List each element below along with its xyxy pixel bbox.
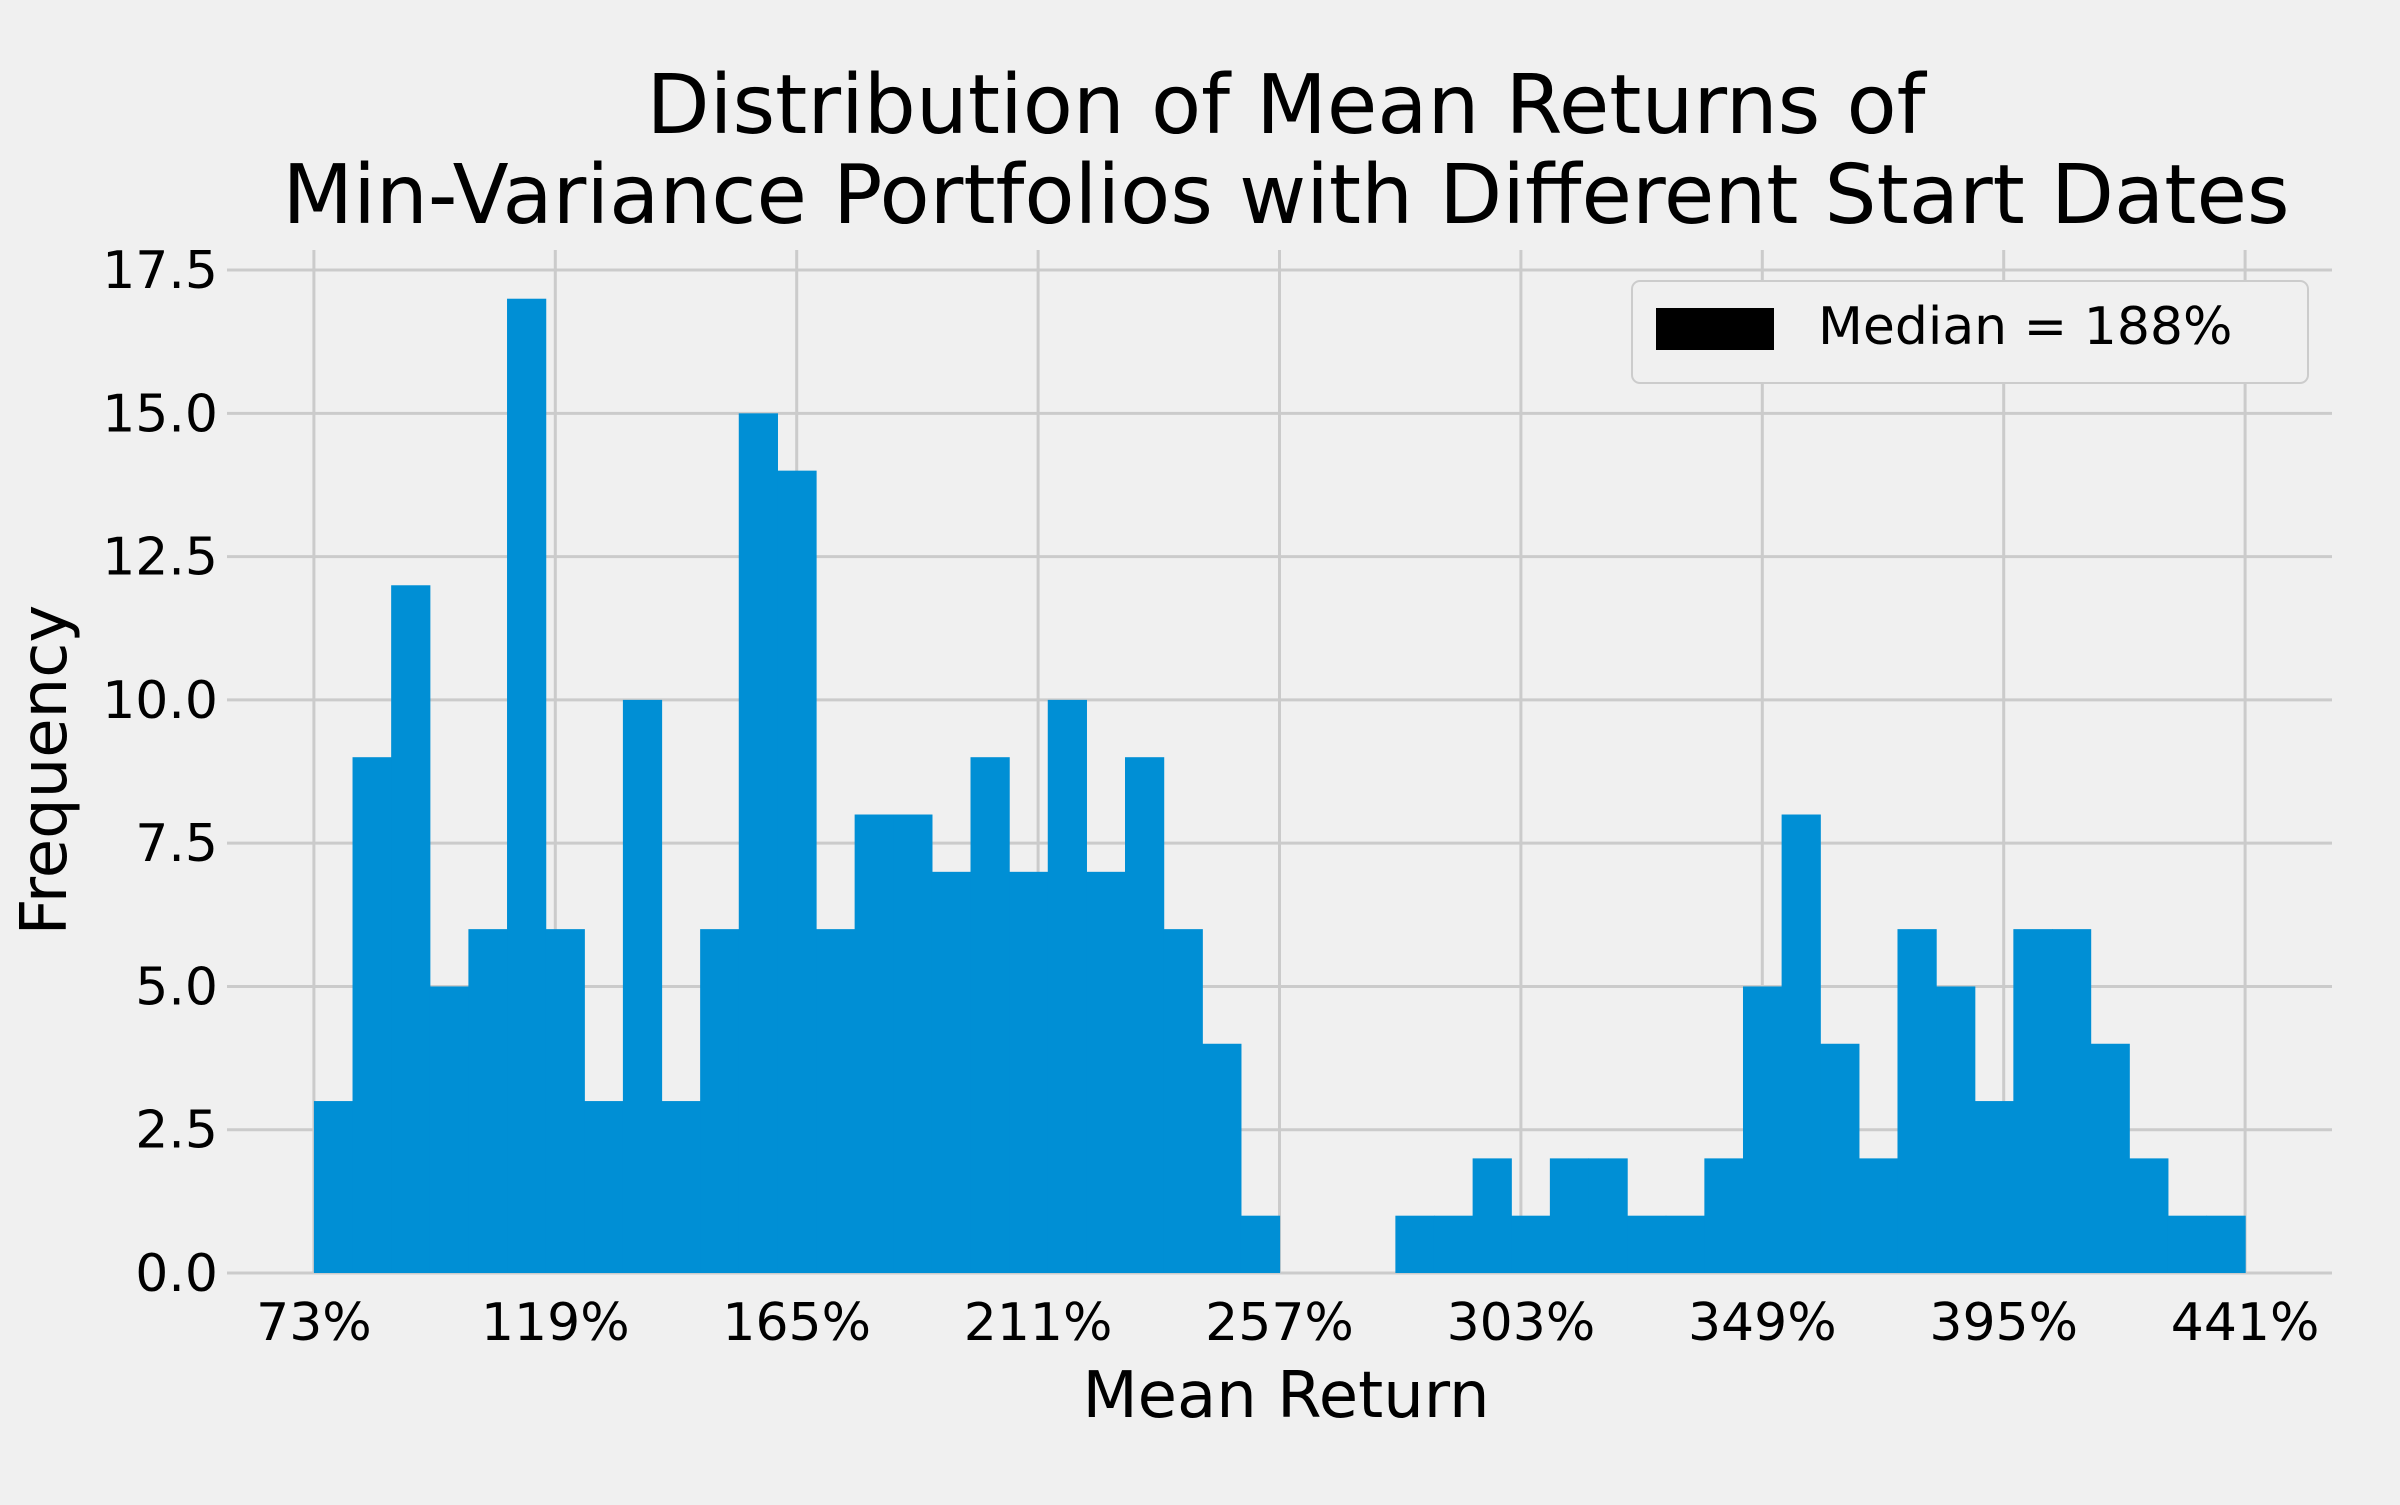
histogram-bar-28	[1395, 1215, 1435, 1273]
legend: Median = 188%	[1631, 280, 2309, 384]
x-tick-label: 441%	[2171, 1293, 2320, 1353]
histogram-bar-15	[893, 814, 933, 1273]
histogram-bar-14	[854, 814, 894, 1273]
y-tick-label: 2.5	[135, 1101, 218, 1161]
x-tick-labels: 73% 119% 165% 211% 257% 303% 349% 395% 441%	[256, 1293, 2319, 1353]
chart-title: Distribution of Mean Returns of Min-Varia…	[282, 58, 2289, 243]
histogram-bar-11	[738, 413, 778, 1273]
histogram-bar-42	[1936, 986, 1976, 1273]
y-tick-label: 5.0	[135, 957, 218, 1017]
histogram-bar-36	[1704, 1158, 1744, 1273]
y-axis-label: Frequency	[8, 605, 82, 936]
x-tick-label: 395%	[1929, 1293, 2078, 1353]
histogram-bar-29	[1433, 1215, 1474, 1273]
histogram-bar-34	[1627, 1215, 1667, 1273]
histogram-bars	[313, 298, 2246, 1273]
histogram-bar-39	[1820, 1043, 1860, 1273]
y-tick-label: 15.0	[102, 384, 218, 444]
histogram-bar-21	[1125, 757, 1165, 1273]
histogram-bar-41	[1897, 929, 1937, 1273]
x-tick-label: 165%	[722, 1293, 871, 1353]
histogram-bar-33	[1588, 1158, 1628, 1273]
x-tick-label: 73%	[256, 1293, 372, 1353]
legend-swatch	[1656, 308, 1774, 350]
y-tick-label: 17.5	[102, 241, 218, 301]
histogram-bar-37	[1742, 986, 1783, 1273]
x-tick-label: 257%	[1205, 1293, 1354, 1353]
histogram-bar-12	[777, 470, 817, 1273]
histogram-bar-48	[2167, 1215, 2208, 1273]
histogram-bar-13	[816, 929, 856, 1273]
histogram-bar-0	[313, 1101, 354, 1273]
legend-label: Median = 188%	[1818, 297, 2232, 357]
histogram-bar-43	[1974, 1101, 2014, 1273]
histogram-bar-45	[2051, 929, 2092, 1273]
x-tick-label: 349%	[1688, 1293, 1837, 1353]
histogram-bar-6	[545, 929, 585, 1273]
histogram-bar-47	[2129, 1158, 2169, 1273]
histogram-bar-24	[1240, 1215, 1281, 1273]
histogram-bar-31	[1511, 1215, 1551, 1273]
histogram-bar-8	[622, 699, 663, 1273]
histogram-bar-44	[2013, 929, 2053, 1273]
histogram-bar-7	[584, 1101, 624, 1273]
histogram-bar-18	[1009, 871, 1049, 1273]
histogram-bar-9	[661, 1101, 701, 1273]
histogram-bar-23	[1202, 1043, 1242, 1273]
histogram-bar-38	[1781, 814, 1821, 1273]
y-tick-label: 10.0	[102, 671, 218, 731]
histogram-bar-20	[1086, 871, 1126, 1273]
histogram-bar-49	[2206, 1215, 2246, 1273]
chart-title-line-2: Min-Variance Portfolios with Different S…	[282, 148, 2289, 243]
histogram-bar-4	[468, 929, 508, 1273]
histogram-bar-30	[1472, 1158, 1512, 1273]
histogram-bar-10	[700, 929, 740, 1273]
histogram-bar-17	[970, 757, 1010, 1273]
x-axis-label: Mean Return	[1082, 1359, 1489, 1433]
histogram-bar-2	[391, 585, 431, 1273]
histogram-bar-16	[931, 871, 972, 1273]
x-tick-label: 303%	[1447, 1293, 1596, 1353]
histogram-bar-40	[1858, 1158, 1899, 1273]
legend-frame	[1631, 280, 2309, 384]
histogram-bar-46	[2090, 1043, 2130, 1273]
histogram-bar-35	[1665, 1215, 1705, 1273]
x-tick-label: 211%	[964, 1293, 1113, 1353]
y-tick-label: 0.0	[135, 1244, 218, 1304]
histogram-bar-3	[429, 986, 469, 1273]
histogram-bar-5	[507, 298, 547, 1273]
y-tick-label: 12.5	[102, 528, 218, 588]
chart-title-line-1: Distribution of Mean Returns of	[647, 58, 1928, 153]
histogram-bar-32	[1549, 1158, 1590, 1273]
x-tick-label: 119%	[481, 1293, 630, 1353]
histogram-bar-19	[1047, 699, 1087, 1273]
y-tick-labels: 0.0 2.5 5.0 7.5 10.0 12.5 15.0 17.5	[102, 241, 218, 1304]
histogram-bar-1	[352, 757, 392, 1273]
histogram-bar-22	[1163, 929, 1203, 1273]
y-tick-label: 7.5	[135, 814, 218, 874]
